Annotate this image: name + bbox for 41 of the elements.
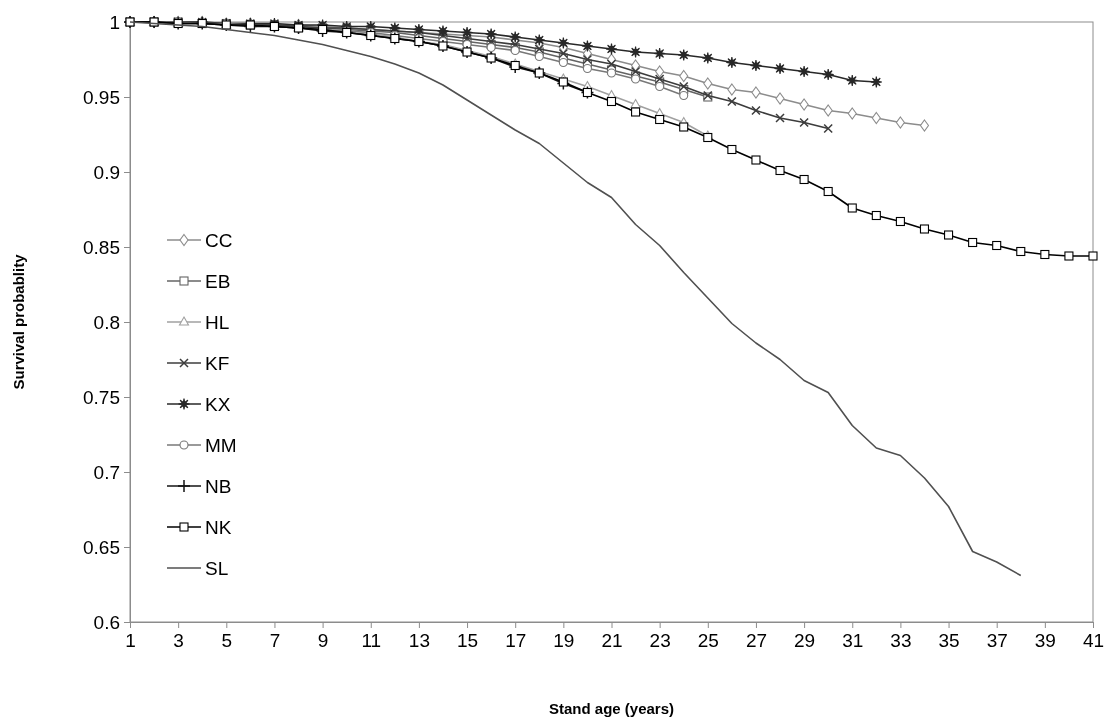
- x-tick-label: 3: [173, 630, 184, 652]
- x-tick-label: 39: [1034, 630, 1056, 652]
- x-tick-label: 23: [649, 630, 671, 652]
- y-tick-label: 0.75: [83, 386, 120, 408]
- y-axis-title: Survival probablity: [10, 253, 27, 390]
- legend-label: KF: [205, 352, 230, 374]
- x-tick-label: 1: [125, 630, 136, 652]
- x-tick-label: 9: [317, 630, 329, 652]
- x-tick-label: 5: [221, 630, 233, 652]
- legend-label: SL: [205, 557, 229, 579]
- y-tick-label: 0.65: [83, 536, 120, 558]
- x-tick-label: 7: [269, 630, 281, 652]
- x-tick-label: 25: [697, 630, 719, 652]
- x-tick-label: 17: [505, 630, 527, 652]
- legend-label: CC: [205, 229, 233, 251]
- x-tick-label: 19: [553, 630, 575, 652]
- x-tick-label: 11: [361, 630, 382, 652]
- legend-label: EB: [205, 270, 231, 292]
- legend-label: KX: [205, 393, 231, 415]
- y-tick-label: 0.95: [83, 86, 120, 108]
- x-tick-label: 27: [745, 630, 768, 652]
- y-tick-label: 0.8: [93, 311, 120, 333]
- x-axis-title: Stand age (years): [548, 700, 675, 717]
- x-tick-label: 29: [794, 630, 816, 652]
- legend-label: NB: [205, 475, 232, 497]
- y-tick-label: 0.6: [93, 611, 120, 633]
- x-tick-label: 31: [842, 630, 864, 652]
- x-tick-label: 37: [986, 630, 1008, 652]
- y-tick-label: 0.85: [83, 236, 120, 258]
- y-tick-label: 1: [109, 11, 120, 33]
- x-tick-label: 13: [408, 630, 430, 652]
- legend-label: NK: [205, 516, 232, 538]
- x-tick-label: 15: [456, 630, 479, 652]
- y-tick-label: 0.9: [93, 161, 120, 183]
- y-tick-label: 0.7: [93, 461, 120, 483]
- x-tick-label: 35: [938, 630, 960, 652]
- x-tick-label: 21: [601, 630, 623, 652]
- x-tick-label: 33: [890, 630, 912, 652]
- legend-label: HL: [205, 311, 230, 333]
- legend-label: MM: [205, 434, 237, 456]
- x-tick-label: 41: [1082, 630, 1105, 652]
